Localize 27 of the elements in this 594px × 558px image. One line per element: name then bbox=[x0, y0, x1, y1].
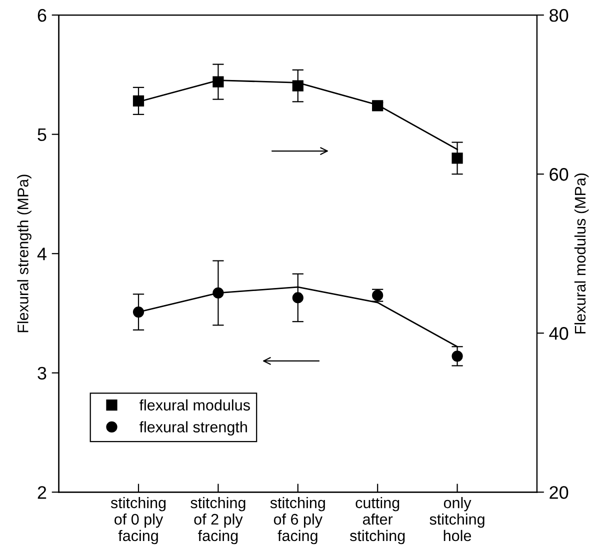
y-tick-label: 3 bbox=[38, 366, 46, 380]
point bbox=[212, 287, 224, 299]
point bbox=[372, 100, 384, 112]
legend-label: flexural modulus bbox=[139, 399, 250, 411]
y-tick-label: 5 bbox=[38, 128, 46, 142]
y2-tick-label: 40 bbox=[549, 327, 568, 340]
x-tick-label: stitching of 6 ply facing bbox=[270, 497, 325, 544]
point bbox=[452, 350, 463, 362]
point bbox=[132, 95, 144, 106]
y-tick-label: 2 bbox=[38, 486, 46, 499]
legend-label: flexural strength bbox=[139, 421, 247, 436]
y2-tick-label: 60 bbox=[550, 168, 568, 181]
point bbox=[292, 80, 304, 92]
y2-tick-label: 80 bbox=[550, 9, 568, 22]
y2-axis-title: Flexural modulus (MPa) bbox=[574, 173, 589, 334]
x-tick-label: stitching of 2 ply facing bbox=[190, 497, 246, 544]
y2-tick-label: 20 bbox=[550, 486, 568, 499]
x-tick-label: cutting after stitching bbox=[350, 497, 405, 544]
x-tick-label: stitching of 0 ply facing bbox=[110, 497, 166, 544]
point bbox=[292, 292, 304, 304]
point bbox=[212, 76, 224, 88]
point bbox=[452, 152, 463, 164]
y-tick-label: 6 bbox=[38, 9, 46, 22]
y-tick-label: 4 bbox=[37, 248, 46, 260]
x-tick-label: only stitching hole bbox=[430, 497, 484, 542]
point bbox=[132, 306, 144, 318]
y-axis-title: Flexural strength (MPa) bbox=[17, 174, 32, 332]
